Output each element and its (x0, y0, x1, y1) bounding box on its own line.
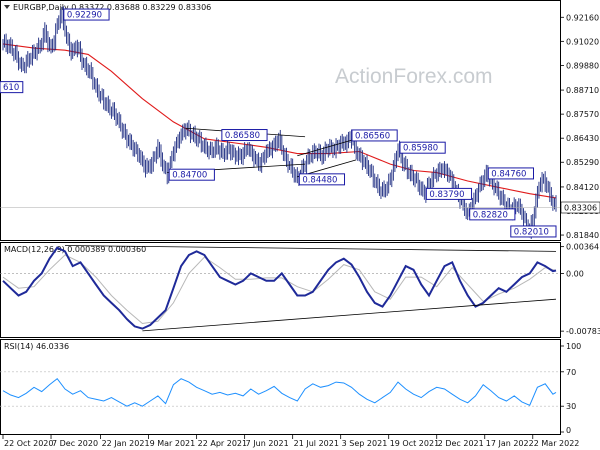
macd-trendlines (64, 245, 557, 332)
macd-y-tick-label: 0.003641 (566, 243, 600, 252)
macd-trendline (64, 245, 557, 252)
price-level-label: 0.82820 (473, 210, 508, 220)
price-level-box (351, 129, 398, 142)
price-level-label: 0.84760 (491, 169, 526, 179)
rsi-y-tick-label: 0 (566, 426, 571, 435)
price-level-box (298, 173, 346, 186)
price-level-labels: 0.92290 0.84700 0.86580 0.84480 0.86560 0.859… (0, 8, 557, 238)
price-panel: EURGBP,Daily 0.83372 0.83688 0.83229 0.8… (0, 3, 600, 240)
rsi-y-tick-label: 70 (566, 368, 576, 377)
macd-signal-line (2, 254, 557, 325)
macd-panel: MACD(12,26,9) 0.000389 0.000360 0.003641… (0, 243, 600, 336)
collapse-arrow-icon[interactable] (4, 5, 10, 9)
rsi-line (2, 377, 557, 407)
price-y-tick-label: 0.92160 (566, 13, 599, 22)
price-level-box (63, 8, 110, 21)
price-level-label: 0.86580 (225, 131, 260, 141)
macd-trendline (142, 298, 557, 332)
last-price-tag (560, 201, 600, 214)
price-level-box (487, 167, 534, 180)
price-y-tick-label: 0.89880 (566, 61, 599, 70)
trendline (297, 138, 357, 157)
price-panel-title: EURGBP,Daily 0.83372 0.83688 0.83229 0.8… (13, 3, 211, 12)
price-level-box (399, 141, 446, 154)
price-level-label: 0.84480 (302, 175, 337, 185)
rsi-panel: RSI(14) 46.0336 100 70 30 0 (0, 342, 581, 435)
macd-y-axis: 0.003641 0.00 -0.007839 (0, 243, 600, 336)
x-tick-label: 7 Dec 2020 (52, 439, 98, 448)
price-level-label: 0.83790 (429, 190, 464, 200)
rsi-y-axis: 100 70 30 0 (0, 342, 581, 435)
price-level-box (168, 168, 215, 181)
price-y-tick-label: 0.81840 (566, 231, 599, 240)
price-level-label: 0.92290 (67, 11, 102, 21)
macd-panel-title: MACD(12,26,9) 0.000389 0.000360 (4, 245, 146, 254)
rsi-panel-title: RSI(14) 46.0336 (4, 342, 69, 351)
macd-panel-frame (0, 242, 561, 338)
x-tick-label: 7 Jun 2021 (246, 439, 289, 448)
price-y-tick-label: 0.84120 (566, 183, 599, 192)
price-y-tick-label: 0.88710 (566, 86, 599, 95)
price-level-box (510, 225, 557, 238)
macd-y-tick-label: -0.007839 (566, 327, 600, 336)
rsi-y-tick-label: 30 (566, 402, 576, 411)
price-level-label: 0.84700 (172, 171, 207, 181)
macd-line (2, 246, 557, 330)
last-price-value: 0.83306 (564, 204, 597, 213)
price-level-label: 0.85980 (403, 144, 438, 154)
x-tick-label: 17 Jan 2022 (486, 439, 534, 448)
x-tick-label: 22 Oct 2020 (4, 439, 53, 448)
price-y-tick-label: 0.87570 (566, 110, 599, 119)
price-level-box (221, 129, 268, 142)
price-y-tick-label: 0.86430 (566, 134, 599, 143)
rsi-y-tick-label: 100 (566, 342, 581, 351)
price-panel-frame (0, 0, 561, 241)
x-tick-label: 9 Mar 2021 (150, 439, 196, 448)
x-tick-label: 19 Oct 2021 (390, 439, 439, 448)
x-tick-label: 21 Jul 2021 (294, 439, 339, 448)
price-y-tick-label: 0.85290 (566, 158, 599, 167)
price-level-label: 0.86560 (355, 131, 390, 141)
price-level-box (0, 81, 24, 94)
price-level-label: 610 (3, 83, 19, 93)
x-tick-label: 22 Jan 2021 (102, 439, 150, 448)
macd-y-tick-label: 0.00 (566, 269, 584, 278)
x-tick-label: 3 Sep 2021 (342, 439, 388, 448)
price-y-tick-label: 0.91020 (566, 37, 599, 46)
x-tick-label: 22 Apr 2021 (198, 439, 247, 448)
price-level-box (469, 208, 516, 221)
price-level-box (425, 187, 473, 200)
watermark: ActionForex.com (335, 65, 493, 88)
rsi-panel-frame (0, 339, 561, 435)
price-level-label: 0.82010 (514, 227, 549, 237)
x-tick-label: 2 Mar 2022 (534, 439, 580, 448)
x-tick-label: 2 Dec 2021 (438, 439, 484, 448)
